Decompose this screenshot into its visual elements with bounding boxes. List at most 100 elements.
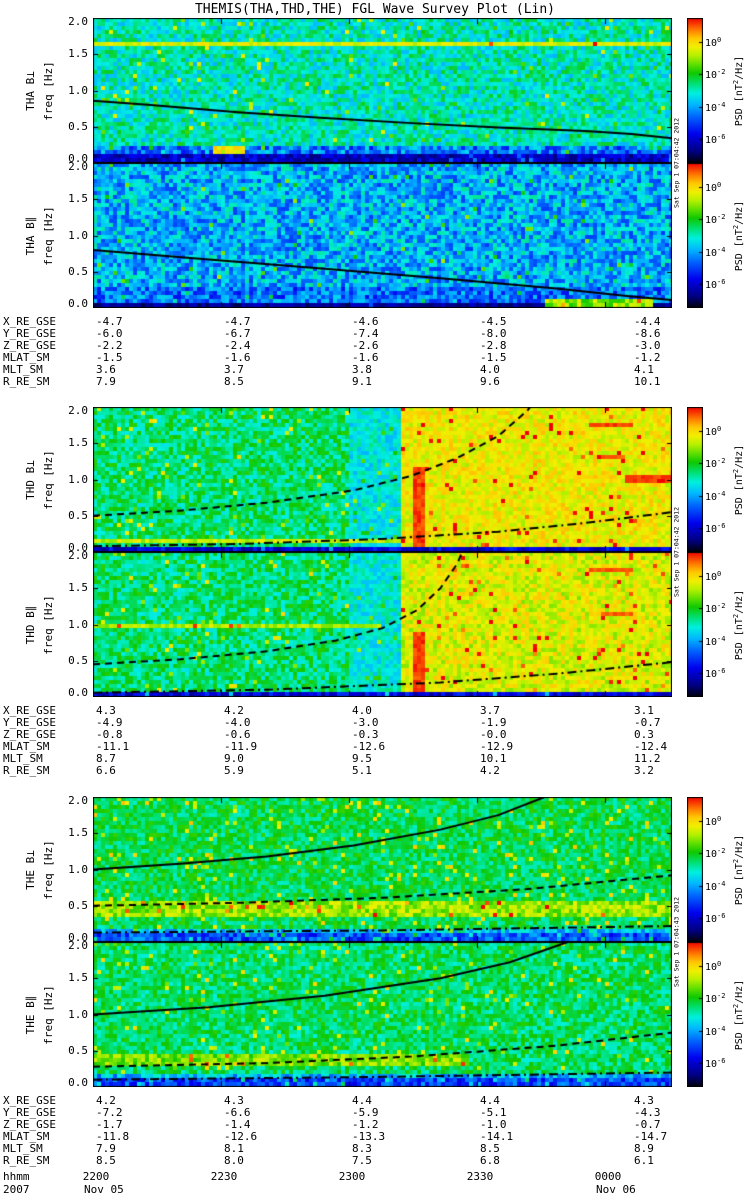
colorbar-tick-label: 10-4 — [705, 1023, 725, 1037]
ephemeris-value: -1.5 — [96, 351, 123, 364]
ephemeris-value: 11.2 — [634, 752, 661, 765]
psd-label-suffix: /Hz] — [734, 444, 746, 469]
ephemeris-value: -0.0 — [480, 728, 507, 741]
cb-tick-base: 10 — [705, 572, 718, 584]
ylabel-freq-thd-bpar: freq [Hz] — [42, 594, 55, 655]
cb-tick-exponent: -4 — [717, 1024, 726, 1033]
ephemeris-value: -14.1 — [480, 1130, 514, 1143]
ytick-label: 0.0 — [68, 686, 88, 699]
ytick-label: 0.0 — [68, 297, 88, 310]
cb-tick-exponent: 0 — [717, 570, 722, 579]
ephemeris-value: 3.8 — [352, 363, 372, 376]
cb-tick-base: 10 — [705, 1026, 718, 1038]
ephemeris-value: 8.5 — [96, 1154, 116, 1167]
ephemeris-value: 10.1 — [634, 375, 661, 388]
ephemeris-value: 8.5 — [224, 375, 244, 388]
ephemeris-value: 8.9 — [634, 1142, 654, 1155]
psd-label-prefix: PSD [nT — [734, 862, 746, 905]
ytick-label: 1.5 — [68, 47, 88, 61]
ephemeris-value: 8.1 — [224, 1142, 244, 1155]
cb-tick-exponent: -2 — [717, 602, 726, 611]
psd-label-suffix: /Hz] — [734, 979, 746, 1004]
spectrogram-thd-bpar — [93, 552, 672, 697]
cb-tick-exponent: -2 — [717, 457, 726, 466]
cb-tick-exponent: -6 — [717, 132, 726, 141]
cb-tick-base: 10 — [705, 1058, 718, 1070]
ytick-label: 0.0 — [68, 541, 88, 554]
ephemeris-value: 7.5 — [352, 1154, 372, 1167]
ephemeris-value: -2.6 — [352, 339, 379, 352]
ephemeris-value: -14.7 — [634, 1130, 668, 1143]
ytick-label: 1.5 — [68, 826, 88, 840]
colorbar-title-thd-bpar: PSD [nT2/Hz] — [731, 589, 745, 659]
psd-label-suffix: /Hz] — [734, 589, 746, 614]
cb-tick-base: 10 — [705, 102, 718, 114]
ephemeris-value: 8.5 — [480, 1142, 500, 1155]
psd-label-prefix: PSD [nT — [734, 83, 746, 126]
ephemeris-row-label: MLAT_SM — [3, 740, 50, 753]
ytick-label: 2.0 — [68, 15, 88, 28]
ephemeris-value: -7.2 — [96, 1106, 123, 1119]
ylabel-probe-tha-bperp: THA B⊥ — [24, 70, 37, 111]
cb-tick-exponent: 0 — [717, 181, 722, 190]
ephemeris-value: -3.0 — [634, 339, 661, 352]
cb-tick-base: 10 — [705, 881, 718, 893]
colorbar-tick-label: 10-6 — [705, 1056, 725, 1070]
ylabel-probe-the-bpar: THE B∥ — [24, 995, 37, 1034]
ephemeris-value: -11.9 — [224, 740, 258, 753]
cb-tick-base: 10 — [705, 994, 718, 1006]
ylabel-freq-tha-bperp: freq [Hz] — [42, 60, 55, 121]
cb-tick-base: 10 — [705, 134, 718, 146]
cb-tick-base: 10 — [705, 849, 718, 861]
ephemeris-value: -1.4 — [224, 1118, 251, 1131]
cb-tick-base: 10 — [705, 604, 718, 616]
cb-tick-base: 10 — [705, 279, 718, 291]
ephemeris-value: -12.6 — [224, 1130, 258, 1143]
ephemeris-value: 9.1 — [352, 375, 372, 388]
ephemeris-value: 3.7 — [480, 704, 500, 717]
time-axis-units-label: hhmm — [3, 1170, 30, 1183]
cb-tick-exponent: -4 — [717, 245, 726, 254]
time-axis-date-start: Nov 05 — [84, 1183, 124, 1196]
ephemeris-value: -1.0 — [480, 1118, 507, 1131]
cb-tick-base: 10 — [705, 183, 718, 195]
colorbar-tick-label: 10-2 — [705, 456, 725, 470]
ytick-label: 1.0 — [68, 617, 88, 631]
spectrogram-tha-bperp — [93, 18, 672, 163]
ephemeris-row-label: Z_RE_GSE — [3, 1118, 56, 1131]
psd-label-suffix: /Hz] — [734, 55, 746, 80]
ephemeris-value: -4.3 — [634, 1106, 661, 1119]
colorbar-tick-label: 100 — [705, 569, 721, 583]
colorbar-tick-label: 100 — [705, 959, 721, 973]
ytick-label: 1.0 — [68, 1007, 88, 1021]
ephemeris-row-label: Y_RE_GSE — [3, 716, 56, 729]
cb-tick-exponent: -6 — [717, 1056, 726, 1065]
creation-timestamp-the: Sat Sep 1 07:04:43 2012 — [672, 896, 681, 988]
ephemeris-value: 0.3 — [634, 728, 654, 741]
colorbar-title-thd-bperp: PSD [nT2/Hz] — [731, 444, 745, 514]
cb-tick-base: 10 — [705, 817, 718, 829]
cb-tick-exponent: -2 — [717, 213, 726, 222]
colorbar-tick-label: 10-4 — [705, 878, 725, 892]
ephemeris-value: -4.7 — [96, 315, 123, 328]
ephemeris-value: -11.1 — [96, 740, 130, 753]
colorbar-tha-bperp — [687, 18, 703, 163]
colorbar-tick-label: 10-4 — [705, 244, 725, 258]
ephemeris-row-label: R_RE_SM — [3, 1154, 50, 1167]
ephemeris-value: -6.6 — [224, 1106, 251, 1119]
ephemeris-value: 5.9 — [224, 764, 244, 777]
cb-tick-base: 10 — [705, 38, 718, 50]
ephemeris-value: -1.2 — [634, 351, 661, 364]
cb-tick-exponent: -4 — [717, 489, 726, 498]
cb-tick-exponent: 0 — [717, 960, 722, 969]
ytick-label: 1.5 — [68, 581, 88, 595]
ephemeris-value: 3.2 — [634, 764, 654, 777]
ephemeris-value: -0.3 — [352, 728, 379, 741]
ytick-label: 2.0 — [68, 160, 88, 173]
ephemeris-row-label: Z_RE_GSE — [3, 339, 56, 352]
ephemeris-value: -4.7 — [224, 315, 251, 328]
ephemeris-value: -12.6 — [352, 740, 386, 753]
psd-label-prefix: PSD [nT — [734, 228, 746, 271]
ylabel-probe-tha-bpar: THA B∥ — [24, 216, 37, 255]
ephemeris-value: 3.7 — [224, 363, 244, 376]
